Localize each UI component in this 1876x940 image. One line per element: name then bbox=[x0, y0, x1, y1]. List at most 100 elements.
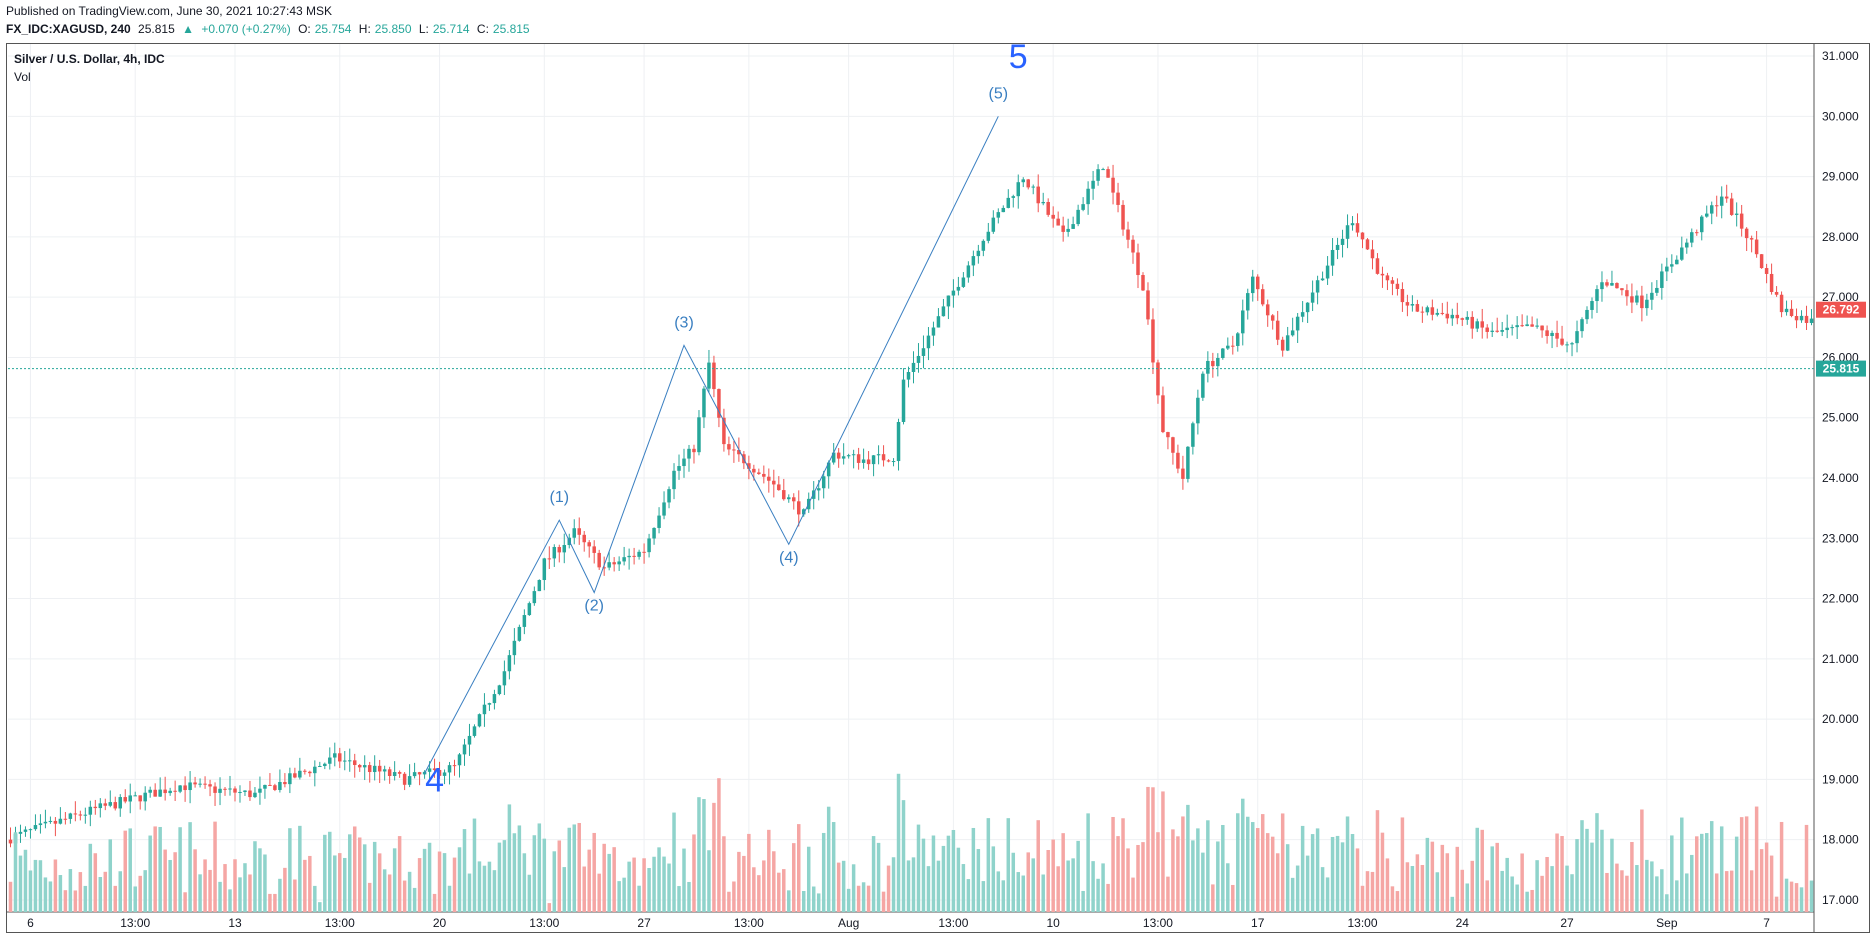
candle-body bbox=[1255, 276, 1260, 290]
volume-bar bbox=[8, 881, 13, 912]
candle-body bbox=[692, 448, 696, 453]
volume-bar bbox=[58, 875, 63, 912]
candle-body bbox=[228, 788, 232, 790]
volume-bar bbox=[597, 873, 601, 912]
volume-bar bbox=[1355, 848, 1360, 912]
volume-bar bbox=[1156, 832, 1160, 912]
volume-bar bbox=[73, 890, 78, 912]
volume-bar bbox=[956, 847, 961, 912]
volume-bar bbox=[562, 867, 567, 912]
volume-bar bbox=[1086, 813, 1090, 912]
candle-body bbox=[248, 790, 252, 798]
volume-bar bbox=[1535, 860, 1539, 912]
candle-body bbox=[467, 735, 472, 745]
candle-body bbox=[143, 792, 147, 802]
volume-bar bbox=[901, 800, 906, 912]
volume-bar bbox=[193, 849, 197, 912]
candle-body bbox=[1729, 198, 1734, 215]
volume-bar bbox=[1260, 814, 1265, 912]
candle-body bbox=[507, 655, 512, 672]
volume-bar bbox=[1071, 858, 1075, 912]
candle-body bbox=[702, 388, 706, 418]
wave-label: (4) bbox=[779, 549, 799, 566]
volume-bar bbox=[1764, 842, 1769, 912]
candle-body bbox=[1310, 292, 1315, 303]
candle-body bbox=[991, 217, 996, 232]
candle-body bbox=[1270, 315, 1275, 321]
volume-bar bbox=[991, 846, 996, 912]
volume-bar bbox=[1455, 846, 1460, 912]
volume-bar bbox=[1221, 825, 1225, 912]
x-tick-label: Aug bbox=[838, 916, 859, 930]
volume-bar bbox=[996, 871, 1001, 912]
candle-body bbox=[1265, 304, 1270, 316]
candle-body bbox=[273, 785, 277, 790]
volume-bar bbox=[367, 882, 372, 912]
volume-bar bbox=[1011, 852, 1016, 912]
candle-body bbox=[951, 290, 956, 296]
volume-bar bbox=[482, 865, 487, 912]
volume-bar bbox=[792, 843, 796, 912]
candle-body bbox=[103, 803, 108, 806]
volume-bar bbox=[971, 827, 976, 912]
chart-frame[interactable] bbox=[6, 43, 1870, 933]
volume-bar bbox=[218, 881, 222, 912]
volume-bar bbox=[1081, 890, 1085, 912]
volume-bar bbox=[118, 871, 122, 912]
candle-body bbox=[941, 306, 946, 317]
candle-body bbox=[707, 362, 711, 389]
volume-bar bbox=[1026, 852, 1030, 912]
candle-body bbox=[1595, 289, 1599, 302]
candle-body bbox=[1056, 218, 1060, 226]
volume-bar bbox=[427, 842, 432, 912]
volume-bar bbox=[537, 823, 542, 912]
candle-body bbox=[218, 788, 222, 793]
volume-bar bbox=[1425, 837, 1430, 912]
candle-body bbox=[1535, 325, 1539, 327]
volume-bar bbox=[657, 847, 661, 912]
volume-bar bbox=[268, 893, 272, 912]
candle-body bbox=[1300, 312, 1305, 317]
volume-bar bbox=[1565, 865, 1569, 912]
volume-bar bbox=[507, 804, 512, 912]
candle-body bbox=[253, 792, 257, 798]
candle-body bbox=[1161, 395, 1165, 433]
candle-body bbox=[557, 546, 562, 553]
candle-body bbox=[547, 558, 552, 560]
volume-bar bbox=[158, 826, 162, 912]
x-tick-label: 17 bbox=[1251, 916, 1265, 930]
candle-body bbox=[1231, 345, 1235, 347]
candle-body bbox=[652, 527, 656, 539]
volume-bar bbox=[811, 886, 816, 912]
candle-body bbox=[1620, 288, 1624, 291]
candle-body bbox=[1260, 289, 1265, 305]
candle-body bbox=[637, 551, 641, 557]
volume-bar bbox=[63, 890, 68, 912]
candle-body bbox=[582, 534, 586, 543]
candle-body bbox=[602, 567, 606, 569]
volume-bar bbox=[1116, 836, 1120, 912]
candle-body bbox=[572, 528, 576, 538]
candle-body bbox=[816, 488, 821, 491]
volume-bar bbox=[1734, 836, 1739, 912]
volume-bar bbox=[1056, 866, 1060, 912]
volume-bar bbox=[717, 778, 721, 912]
volume-bar bbox=[1246, 816, 1250, 912]
volume-bar bbox=[133, 886, 137, 912]
candle-body bbox=[357, 764, 362, 768]
volume-bar bbox=[1774, 896, 1779, 912]
candle-body bbox=[1216, 357, 1220, 367]
candle-body bbox=[472, 726, 477, 736]
current-price-tag-bg bbox=[1816, 301, 1866, 318]
volume-bar bbox=[916, 824, 921, 912]
volume-bar bbox=[68, 869, 73, 912]
volume-bar bbox=[1525, 891, 1529, 912]
candle-body bbox=[1280, 339, 1285, 351]
candle-body bbox=[1714, 205, 1719, 207]
candle-body bbox=[1196, 397, 1200, 424]
volume-bar bbox=[1555, 833, 1559, 912]
y-tick-label: 25.000 bbox=[1822, 411, 1859, 425]
candle-body bbox=[1246, 293, 1250, 311]
candle-body bbox=[1360, 232, 1365, 240]
